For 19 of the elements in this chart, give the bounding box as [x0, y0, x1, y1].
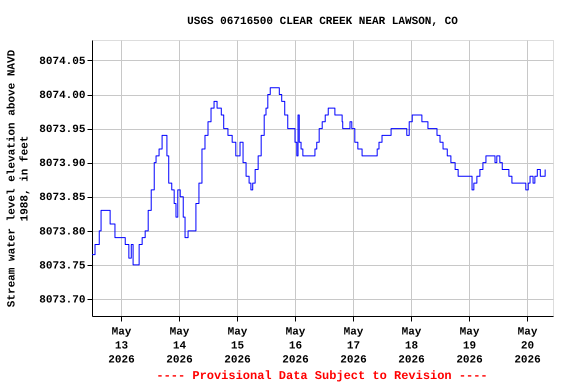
y-tick-label: 8074.05 [39, 56, 86, 68]
chart-title: USGS 06716500 CLEAR CREEK NEAR LAWSON, CO [187, 16, 458, 28]
y-axis-title: Stream water level elevation above NAVD 1988, in feet [6, 49, 32, 308]
x-tick-label: May 15 2026 [224, 326, 251, 366]
y-tick-label: 8073.90 [39, 158, 86, 170]
x-tick-label: May 14 2026 [166, 326, 193, 366]
x-tick-label: May 16 2026 [282, 326, 309, 366]
y-tick-label: 8073.80 [39, 226, 86, 238]
y-tick-label: 8073.75 [39, 260, 86, 272]
y-tick-label: 8073.70 [39, 294, 86, 306]
x-tick-label: May 13 2026 [108, 326, 135, 366]
y-tick-label: 8073.85 [39, 192, 86, 204]
text: ---- Provisional Data Subject to Revision ---- [156, 369, 488, 383]
x-tick-label: May 18 2026 [398, 326, 425, 366]
x-tick-label: May 19 2026 [456, 326, 483, 366]
x-tick-label: May 17 2026 [340, 326, 367, 366]
x-tick-label: May 20 2026 [514, 326, 541, 366]
y-tick-label: 8073.95 [39, 124, 86, 136]
y-tick-label: 8074.00 [39, 90, 86, 102]
